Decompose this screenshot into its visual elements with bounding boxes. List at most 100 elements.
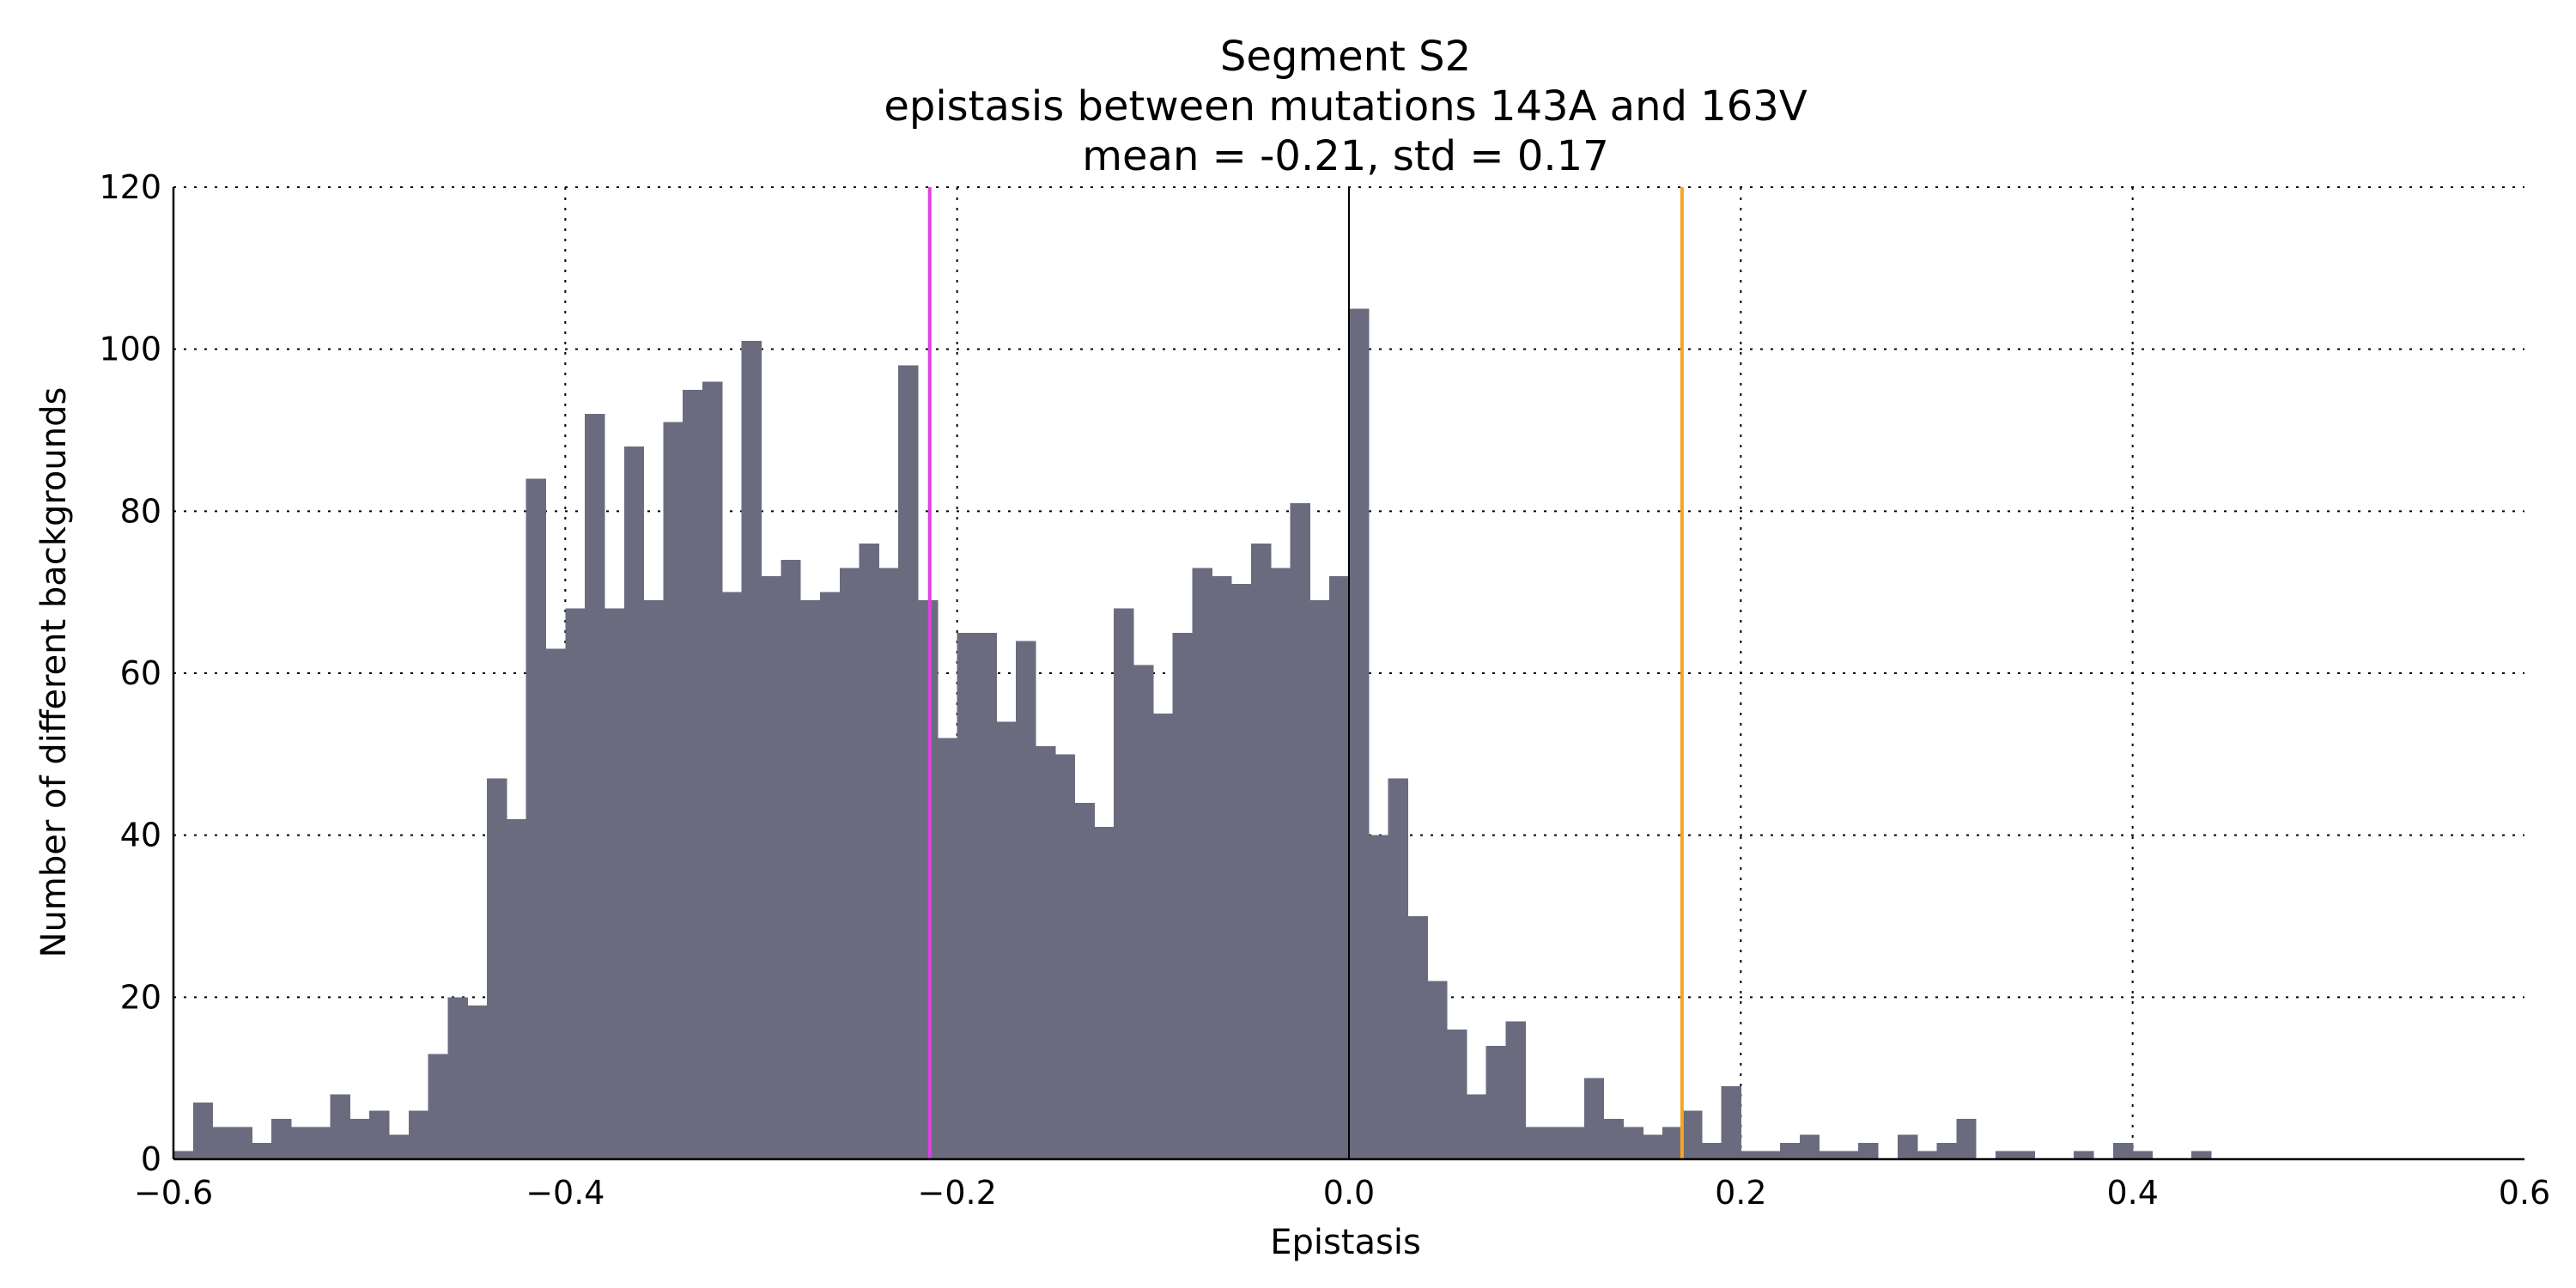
histogram-bar <box>565 608 586 1159</box>
y-axis-label: Number of different backgrounds <box>34 387 74 958</box>
histogram-bar <box>1407 916 1428 1159</box>
histogram-bar <box>1936 1143 1957 1159</box>
histogram-bar <box>526 478 547 1159</box>
histogram-bar <box>1545 1127 1565 1159</box>
histogram-bar <box>212 1127 234 1159</box>
histogram-bar <box>487 778 507 1159</box>
histogram-bar <box>408 1110 429 1159</box>
x-tick-label: −0.4 <box>526 1174 605 1212</box>
histogram-bar <box>1016 641 1036 1159</box>
y-tick-label: 60 <box>120 654 161 692</box>
chart-title-line-1: Segment S2 <box>1220 33 1471 81</box>
histogram-bar <box>1231 584 1252 1159</box>
histogram-bar <box>1349 308 1370 1159</box>
y-tick-label: 0 <box>141 1140 161 1178</box>
histogram-bar <box>1388 778 1409 1159</box>
histogram-bar <box>1564 1127 1585 1159</box>
histogram-bar <box>878 568 899 1159</box>
histogram-bar <box>2112 1143 2134 1159</box>
histogram-bar <box>1152 714 1174 1159</box>
histogram-bar <box>1133 665 1154 1159</box>
histogram-bar <box>1741 1151 1761 1159</box>
histogram-bar <box>290 1127 312 1159</box>
histogram-bar <box>1858 1143 1879 1159</box>
histogram-bar <box>1897 1134 1918 1159</box>
histogram-bar <box>310 1127 331 1159</box>
histogram-bar <box>388 1134 410 1159</box>
histogram-bar <box>1035 745 1056 1159</box>
histogram-bar <box>1466 1094 1487 1159</box>
x-tick-label: 0.4 <box>2106 1174 2158 1212</box>
histogram-bar <box>271 1118 292 1159</box>
histogram-bar <box>1270 568 1291 1159</box>
histogram-bar <box>2132 1151 2154 1159</box>
histogram-bar <box>1819 1151 1840 1159</box>
histogram-bar <box>1074 802 1095 1159</box>
histogram-bar <box>604 608 625 1159</box>
x-tick-label: −0.6 <box>134 1174 213 1212</box>
histogram-bar <box>741 341 762 1159</box>
histogram-bar <box>683 389 703 1159</box>
histogram-bar <box>1838 1151 1859 1159</box>
x-tick-label: 0.2 <box>1715 1174 1766 1212</box>
histogram-bar <box>1485 1045 1507 1159</box>
histogram-bar <box>428 1054 449 1159</box>
histogram-bar <box>2191 1151 2212 1159</box>
histogram-bar <box>1368 835 1389 1159</box>
histogram-bar <box>330 1094 350 1159</box>
histogram-bar <box>467 1005 488 1159</box>
histogram-bar <box>349 1118 370 1159</box>
histogram-bar <box>173 1151 194 1159</box>
histogram-bar <box>800 600 821 1159</box>
histogram-bar <box>585 414 605 1160</box>
histogram-bar <box>898 365 919 1159</box>
histogram-bar <box>937 738 958 1159</box>
histogram-bar <box>506 818 527 1159</box>
y-tick-label: 20 <box>120 978 161 1016</box>
axes <box>172 187 2524 1161</box>
histogram-bar <box>1114 608 1134 1159</box>
x-axis-label: Epistasis <box>1270 1223 1421 1262</box>
chart-title-line-3: mean = -0.21, std = 0.17 <box>1082 132 1608 180</box>
histogram-bar <box>2074 1151 2094 1159</box>
reference-lines <box>927 187 1684 1159</box>
x-tick-label: 0.6 <box>2499 1174 2550 1212</box>
histogram-bar <box>1290 502 1310 1159</box>
tick-labels: −0.6 −0.4 −0.2 0.0 0.2 0.4 0.6 0 20 40 60 80 100 120 <box>99 168 2550 1212</box>
histogram-bar <box>721 592 743 1159</box>
x-tick-label: −0.2 <box>918 1174 997 1212</box>
histogram-bar <box>1329 575 1350 1159</box>
histogram-bar <box>663 422 683 1160</box>
histogram-bar <box>1603 1118 1625 1159</box>
histogram-bar <box>1701 1143 1722 1159</box>
histogram-bar <box>761 575 781 1159</box>
histogram-bar <box>1995 1151 2016 1159</box>
x-tick-label: 0.0 <box>1323 1174 1375 1212</box>
histogram-bar <box>1662 1127 1683 1159</box>
histogram-bar <box>1505 1021 1526 1159</box>
histogram-bar <box>1212 575 1232 1159</box>
y-tick-label: 100 <box>99 331 161 368</box>
histogram-bar <box>1525 1127 1546 1159</box>
histogram-bar <box>369 1110 390 1159</box>
histogram-bar <box>1721 1086 1741 1159</box>
histogram-bar <box>996 721 1017 1159</box>
histogram-bar <box>1094 827 1115 1159</box>
histogram-bar <box>1956 1118 1977 1159</box>
histogram-bar <box>1583 1078 1605 1159</box>
histogram-bar <box>957 632 978 1159</box>
histogram-bar <box>976 632 997 1159</box>
histogram-bar <box>545 648 566 1159</box>
histogram-bar <box>1172 632 1194 1159</box>
histogram-bar <box>623 446 645 1159</box>
histogram-bar <box>781 559 801 1159</box>
histogram-bar <box>643 600 665 1159</box>
histogram-bar <box>232 1127 252 1159</box>
histogram-bar <box>252 1143 272 1159</box>
histogram-bar <box>2014 1151 2036 1159</box>
histogram-bar <box>839 568 860 1159</box>
histogram-bar <box>447 997 468 1159</box>
histogram-bar <box>1917 1151 1938 1159</box>
histogram-bar <box>1250 544 1272 1159</box>
histogram-bar <box>1799 1134 1820 1159</box>
